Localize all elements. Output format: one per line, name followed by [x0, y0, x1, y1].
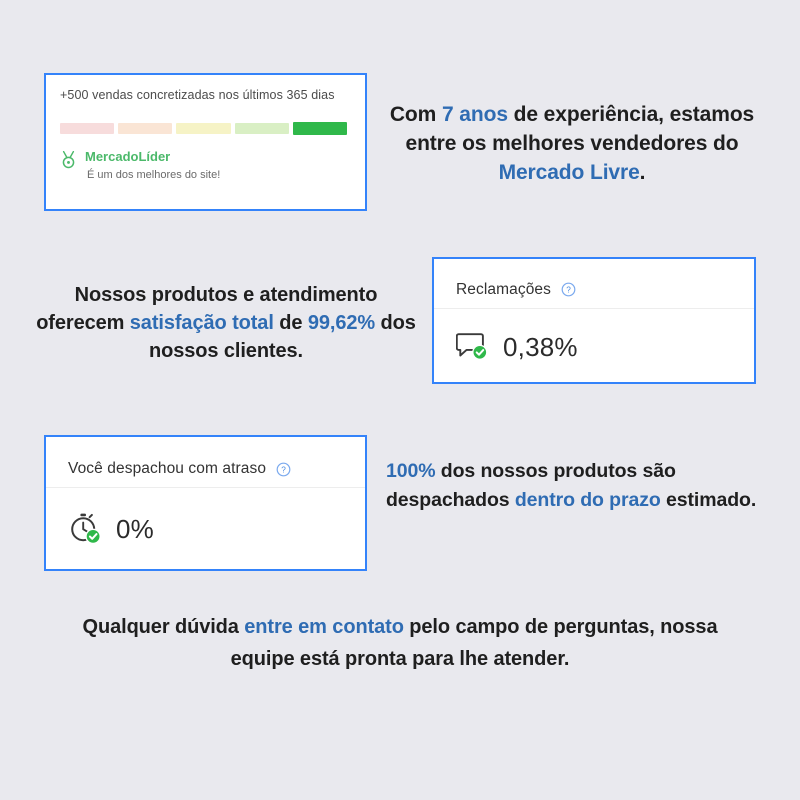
- plain-text: pelo campo de perguntas, nossa equipe es…: [230, 616, 718, 670]
- highlighted-text: entre em contato: [244, 616, 404, 638]
- claims-card: Reclamações ? 0,38%: [432, 257, 756, 384]
- highlighted-text: 100%: [386, 460, 436, 482]
- plain-text: estimado.: [660, 489, 757, 511]
- highlighted-text: 7 anos: [441, 103, 508, 126]
- plain-text: Nossos produtos e atendimento oferecem: [36, 284, 378, 334]
- delay-card-value: 0%: [116, 513, 154, 544]
- reputation-bar-segment-orange: [118, 123, 173, 134]
- plain-text: .: [639, 161, 646, 184]
- reputation-bar-segment-yellow: [176, 123, 231, 134]
- reputation-status-texts: MercadoLíder É um dos melhores do site!: [77, 149, 221, 181]
- delay-card-body: 0%: [46, 488, 365, 546]
- plain-text: dos nossos clientes.: [148, 312, 416, 362]
- medal-icon: [60, 150, 77, 169]
- delay-card-header: Você despachou com atraso ?: [46, 437, 365, 482]
- stopwatch-check-icon: [69, 512, 103, 546]
- plain-text: dos nossos produtos são despachados: [386, 460, 676, 511]
- intro-text: Com 7 anos de experiência, estamos entre…: [382, 100, 762, 187]
- plain-text: Com: [389, 103, 442, 126]
- highlighted-text: 99,62%: [307, 312, 376, 334]
- svg-text:?: ?: [566, 286, 571, 295]
- reputation-status-title: MercadoLíder: [85, 149, 171, 164]
- reputation-status: MercadoLíder É um dos melhores do site!: [46, 135, 365, 181]
- delay-card-title: Você despachou com atraso: [68, 460, 267, 477]
- highlighted-text: dentro do prazo: [514, 489, 661, 511]
- reputation-progress-bar: [46, 102, 365, 135]
- svg-text:?: ?: [281, 465, 286, 474]
- claims-card-divider: [434, 308, 754, 309]
- claims-card-title: Reclamações: [456, 280, 552, 298]
- satisfaction-text: Nossos produtos e atendimento oferecem s…: [34, 281, 418, 365]
- chat-bubble-check-icon: [455, 330, 490, 364]
- plain-text: Qualquer dúvida: [82, 616, 245, 638]
- contact-text: Qualquer dúvida entre em contato pelo ca…: [60, 611, 740, 675]
- reputation-bar-segment-red: [60, 123, 115, 134]
- plain-text: de: [273, 312, 308, 334]
- highlighted-text: satisfação total: [129, 312, 274, 334]
- delay-card: Você despachou com atraso ?: [44, 435, 367, 571]
- plain-text: de experiência, estamos entre os melhore…: [405, 103, 755, 155]
- shipping-text: 100% dos nossos produtos são despachados…: [386, 457, 758, 515]
- reputation-bar-segment-light-green: [234, 123, 289, 134]
- reputation-bar-segment-green: [292, 122, 348, 135]
- claims-card-body: 0,38%: [434, 309, 754, 364]
- help-circle-icon[interactable]: ?: [276, 462, 291, 477]
- highlighted-text: Mercado Livre: [498, 161, 640, 184]
- reputation-status-subtitle: É um dos melhores do site!: [87, 168, 221, 181]
- help-circle-icon[interactable]: ?: [561, 282, 576, 297]
- reputation-headline: +500 vendas concretizadas nos últimos 36…: [60, 88, 335, 102]
- delay-card-divider: [46, 487, 365, 488]
- reputation-card: +500 vendas concretizadas nos últimos 36…: [44, 73, 367, 211]
- claims-card-value: 0,38%: [503, 331, 578, 362]
- claims-card-header: Reclamações ?: [434, 259, 754, 304]
